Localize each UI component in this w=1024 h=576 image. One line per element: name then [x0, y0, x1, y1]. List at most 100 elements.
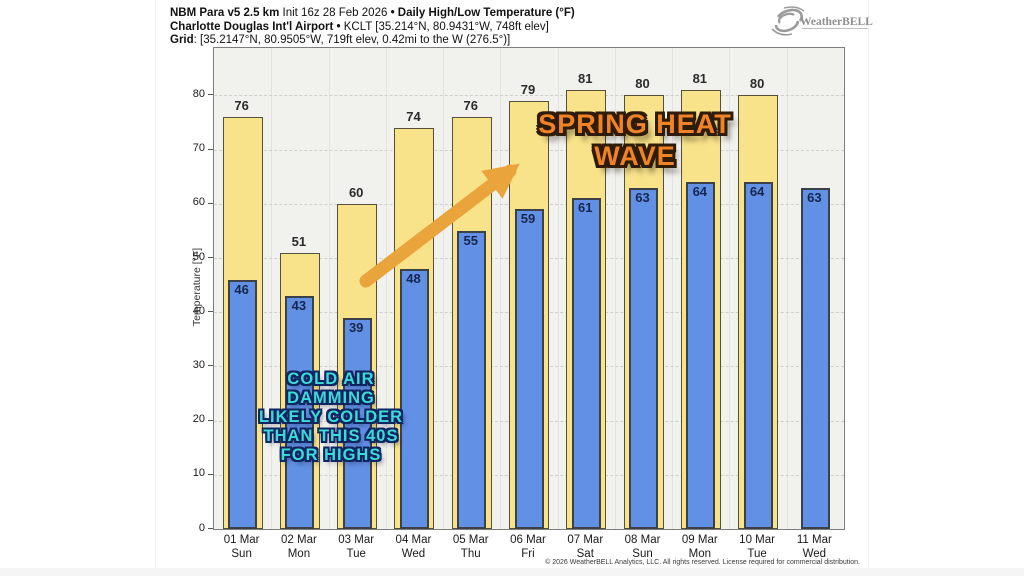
low-bar	[228, 279, 258, 529]
copyright-notice: © 2026 WeatherBELL Analytics, LLC. All r…	[545, 559, 860, 566]
day-separator	[614, 48, 616, 529]
x-label-date: 06 Mar	[510, 534, 546, 546]
y-tick-label: 20	[192, 413, 205, 426]
x-label-date: 11 Mar	[796, 534, 832, 546]
y-tick-mark	[208, 148, 213, 150]
grid-label: Grid	[170, 34, 194, 46]
high-value-label: 74	[406, 108, 421, 124]
x-label-weekday: Fri	[521, 548, 535, 560]
y-tick-mark	[208, 202, 213, 204]
x-label-date: 01 Mar	[223, 534, 260, 546]
x-label-date: 08 Mar	[624, 534, 661, 546]
header-line-1: NBM Para v5 2.5 km Init 16z 28 Feb 2026 …	[170, 7, 575, 21]
low-bar	[399, 268, 429, 529]
low-value-label: 43	[291, 297, 307, 313]
x-axis-label: 10 Mar Tue	[728, 533, 786, 561]
x-axis-label: 06 Mar Fri	[499, 533, 557, 561]
x-axis-label: 05 Mar Thu	[442, 533, 500, 561]
low-value-label: 64	[749, 184, 765, 200]
header-separator: •	[390, 7, 395, 19]
y-tick-mark	[208, 528, 213, 529]
x-label-weekday: Mon	[287, 548, 311, 560]
day-separator	[500, 48, 502, 529]
low-bar	[629, 187, 659, 529]
x-axis-label: 09 Mar Mon	[671, 533, 729, 561]
high-value-label: 76	[463, 98, 478, 114]
frame-strip-bottom	[0, 568, 1024, 576]
x-axis-label: 04 Mar Wed	[384, 533, 442, 561]
cold-air-line-1: COLD AIR	[287, 370, 375, 388]
high-value-label: 79	[520, 81, 536, 97]
high-value-label: 81	[578, 71, 593, 86]
y-tick-mark	[208, 473, 213, 475]
cold-air-damming-annotation: COLD AIR DAMMING LIKELY COLDER THAN THIS…	[243, 370, 419, 465]
y-tick-label: 60	[192, 196, 205, 209]
x-label-weekday: Wed	[802, 548, 827, 560]
low-value-label: 55	[463, 232, 478, 248]
high-value-label: 51	[291, 233, 307, 249]
x-label-weekday: Tue	[747, 548, 767, 560]
low-value-label: 63	[635, 189, 650, 205]
high-value-label: 80	[749, 76, 765, 92]
low-value-label: 48	[406, 270, 421, 286]
y-tick-label: 0	[198, 521, 205, 534]
high-value-label: 60	[348, 184, 364, 200]
low-value-label: 59	[520, 211, 536, 227]
x-label-weekday: Mon	[688, 548, 711, 560]
spring-heat-line-2: WAVE	[594, 141, 676, 171]
x-label-weekday: Sun	[632, 548, 653, 560]
header-line-2: Charlotte Douglas Int'l Airport • KCLT […	[170, 21, 575, 35]
station-details: KCLT [35.214°N, 80.9431°W, 748ft elev]	[343, 20, 549, 33]
chart-title: Daily High/Low Temperature (°F)	[394, 7, 575, 19]
y-tick-mark	[208, 94, 213, 96]
low-value-label: 39	[348, 319, 364, 335]
day-separator	[443, 48, 445, 529]
x-label-weekday: Thu	[460, 548, 481, 560]
x-axis-label: 03 Mar Tue	[327, 533, 385, 561]
y-tick-label: 80	[192, 87, 205, 100]
low-value-label: 64	[692, 184, 708, 200]
header-separator-2: •	[333, 20, 344, 33]
low-bar	[800, 187, 830, 529]
x-label-date: 02 Mar	[281, 534, 317, 546]
high-value-label: 80	[635, 76, 650, 92]
x-axis-label: 11 Mar Wed	[785, 533, 843, 561]
grid-details: : [35.2147°N, 80.9505°W, 719ft elev, 0.4…	[193, 34, 511, 46]
low-value-label: 63	[807, 189, 822, 205]
day-separator	[672, 48, 674, 529]
low-value-label: 61	[578, 200, 593, 216]
day-separator	[271, 48, 273, 529]
x-label-date: 10 Mar	[739, 534, 775, 546]
y-tick-mark	[208, 257, 213, 258]
x-label-date: 05 Mar	[452, 534, 489, 546]
low-value-label: 46	[234, 281, 249, 297]
low-bar	[514, 209, 544, 529]
gridline-80	[214, 95, 844, 97]
y-tick-label: 40	[192, 304, 205, 317]
y-tick-label: 70	[192, 142, 205, 155]
chart-header: NBM Para v5 2.5 km Init 16z 28 Feb 2026 …	[170, 7, 575, 48]
cold-air-line-2: DAMMING	[287, 389, 375, 407]
header-line-3: Grid: [35.2147°N, 80.9505°W, 719ft elev,…	[170, 34, 575, 48]
x-label-weekday: Sun	[231, 548, 252, 560]
logo-text: WeatherBELL	[800, 16, 873, 28]
low-bar	[457, 230, 487, 529]
frame-seam-left	[155, 0, 156, 576]
station-name: Charlotte Douglas Int'l Airport	[170, 20, 334, 33]
low-bar	[285, 295, 315, 529]
y-tick-label: 50	[192, 250, 205, 263]
cold-air-line-3: LIKELY COLDER	[258, 408, 404, 426]
weatherbell-logo: WeatherBELL	[770, 3, 882, 39]
x-axis-label: 07 Mar Sat	[556, 533, 614, 561]
low-bar	[686, 182, 716, 529]
day-separator	[786, 48, 788, 529]
y-tick-mark	[208, 365, 213, 367]
x-label-weekday: Sat	[576, 548, 594, 560]
y-tick-label: 30	[192, 358, 205, 371]
day-separator	[557, 48, 559, 529]
x-axis-label: 02 Mar Mon	[270, 533, 328, 561]
x-axis-label: 08 Mar Sun	[614, 533, 672, 561]
day-separator	[385, 48, 387, 529]
day-separator	[328, 48, 330, 529]
